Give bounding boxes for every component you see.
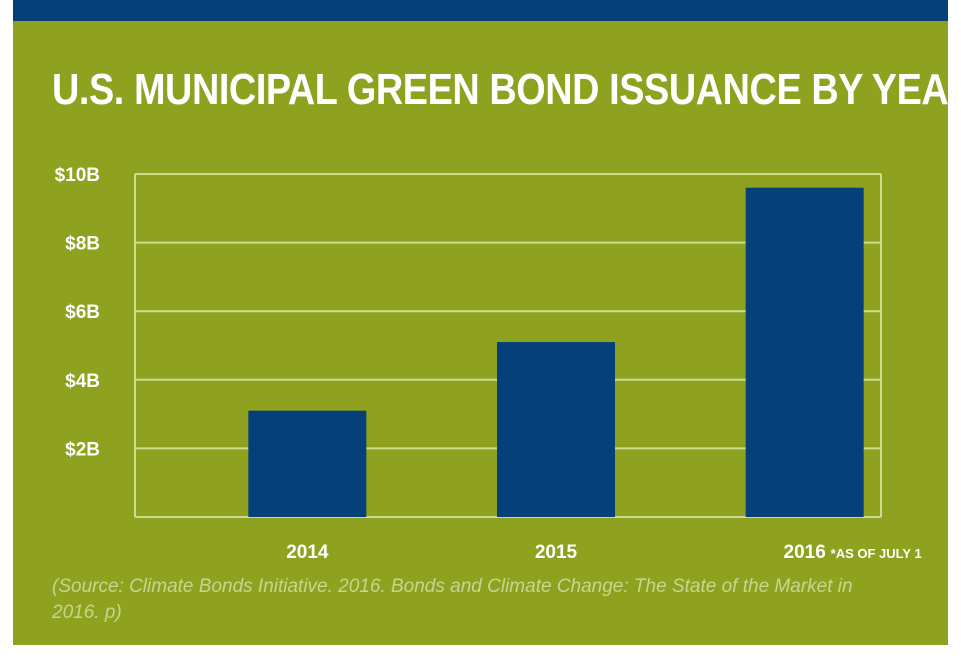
top-accent-bar bbox=[13, 0, 948, 21]
x-tick-label: 2014 bbox=[286, 542, 329, 563]
x-tick-label: 2016 bbox=[784, 542, 826, 563]
y-tick-label: $4B bbox=[65, 371, 100, 392]
bar-2014 bbox=[248, 410, 367, 517]
y-tick-label: $2B bbox=[65, 439, 100, 460]
source-note: (Source: Climate Bonds Initiative. 2016.… bbox=[52, 576, 853, 623]
y-tick-label: $6B bbox=[65, 302, 100, 323]
x-tick-note: *AS OF JULY 1 bbox=[831, 546, 922, 561]
bar-2015 bbox=[497, 342, 615, 517]
y-tick-label: $10B bbox=[55, 165, 100, 186]
y-tick-label: $8B bbox=[65, 234, 100, 255]
bar-2016 bbox=[745, 187, 864, 517]
x-tick-label: 2015 bbox=[535, 542, 578, 563]
